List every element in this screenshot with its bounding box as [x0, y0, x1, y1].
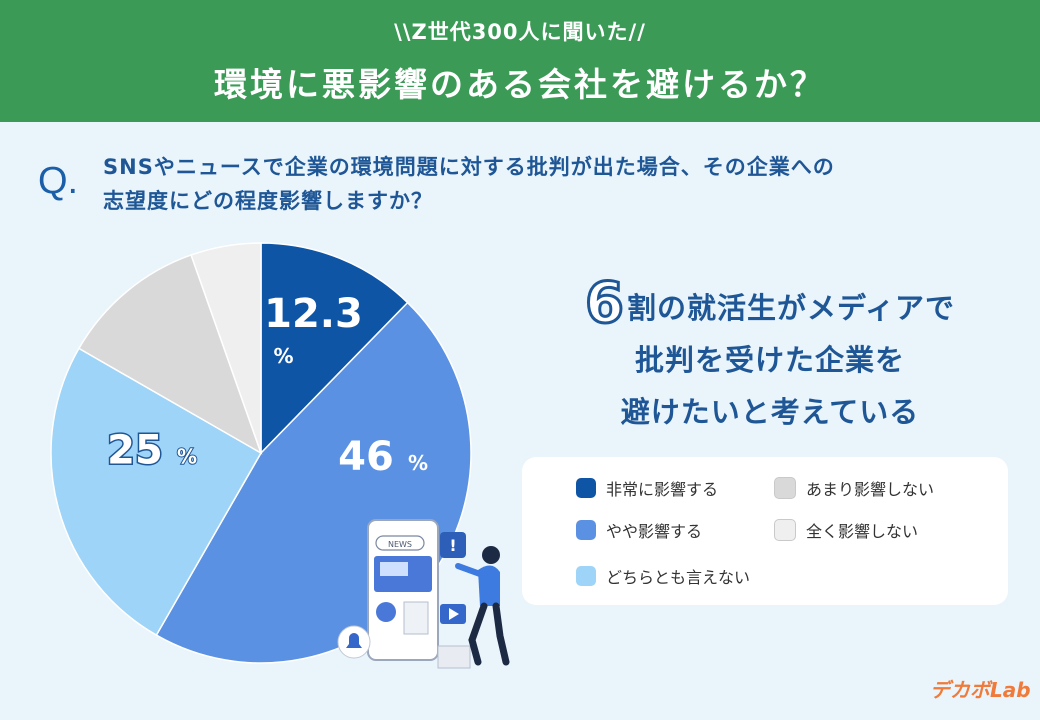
legend-label: やや影響する	[606, 522, 703, 541]
header-banner: \\Z世代300人に聞いた// 環境に悪影響のある会社を避けるか？	[0, 0, 1040, 122]
document-icon	[403, 601, 429, 635]
news-illustration: NEWS!	[337, 519, 510, 669]
data-label: 12.3	[264, 291, 363, 337]
headline-line-1: 6割の就活生がメディアで	[520, 274, 1020, 334]
news-tag	[375, 535, 425, 551]
headline-number: 6	[584, 271, 626, 336]
news-tag-label: NEWS	[388, 540, 412, 549]
headline-line-3: 避けたいと考えている	[620, 395, 920, 429]
person-legs	[468, 602, 510, 666]
question-line-2: 志望度にどの程度影響しますか？	[103, 189, 433, 213]
legend-item: やや影響する	[576, 518, 702, 542]
headline: 6割の就活生がメディアで 批判を受けた企業を 避けたいと考えている	[520, 274, 1020, 438]
legend-swatch	[576, 478, 596, 498]
question-text: SNSやニュースで企業の環境問題に対する批判が出た場合、その企業への 志望度にど…	[103, 150, 1003, 218]
data-label: 46	[338, 434, 394, 480]
pie-slice	[77, 254, 263, 455]
legend-swatch	[774, 519, 796, 541]
person-head	[482, 546, 500, 564]
bell-icon	[346, 633, 362, 648]
data-label: 25	[107, 428, 163, 474]
legend-swatch	[774, 477, 796, 499]
data-label-unit: %	[273, 344, 293, 368]
legend-item: あまり影響しない	[774, 476, 934, 500]
play-icon	[449, 608, 459, 620]
alert-exclamation: !	[449, 536, 456, 555]
legend-label: あまり影響しない	[806, 480, 935, 499]
header-title: 環境に悪影響のある会社を避けるか？	[214, 65, 826, 104]
legend-label: 非常に影響する	[606, 480, 719, 499]
legend-item: 非常に影響する	[576, 476, 718, 500]
legend-label: 全く影響しない	[806, 522, 919, 541]
box-icon	[437, 645, 471, 669]
article-image	[380, 562, 408, 576]
headline-line-2: 批判を受けた企業を	[634, 343, 905, 377]
legend-item: 全く影響しない	[774, 518, 918, 542]
pie-slice	[190, 242, 262, 454]
data-label-unit: %	[177, 445, 197, 469]
alert-badge-icon	[440, 532, 466, 558]
pie-slice	[260, 242, 409, 455]
question-line-1: SNSやニュースで企業の環境問題に対する批判が出た場合、その企業への	[103, 155, 835, 179]
brand-logo: デカボLab	[930, 678, 1031, 702]
legend-swatch	[576, 566, 596, 586]
legend-swatch	[576, 520, 596, 540]
legend-label: どちらとも言えない	[606, 568, 751, 587]
header-subtitle: \\Z世代300人に聞いた//	[394, 20, 646, 44]
legend: 非常に影響する やや影響するどちらとも言えない あまり影響しない 全く影響しない	[522, 457, 1008, 605]
person-body	[478, 565, 500, 606]
question-mark: Q.	[38, 160, 79, 202]
headline-line-1-text: 割の就活生がメディアで	[626, 291, 955, 325]
person-arm	[455, 563, 483, 577]
legend-item: どちらとも言えない	[576, 564, 750, 588]
data-label-unit: %	[408, 451, 428, 475]
pie-slice	[50, 347, 263, 637]
lightbulb-icon	[376, 602, 396, 622]
